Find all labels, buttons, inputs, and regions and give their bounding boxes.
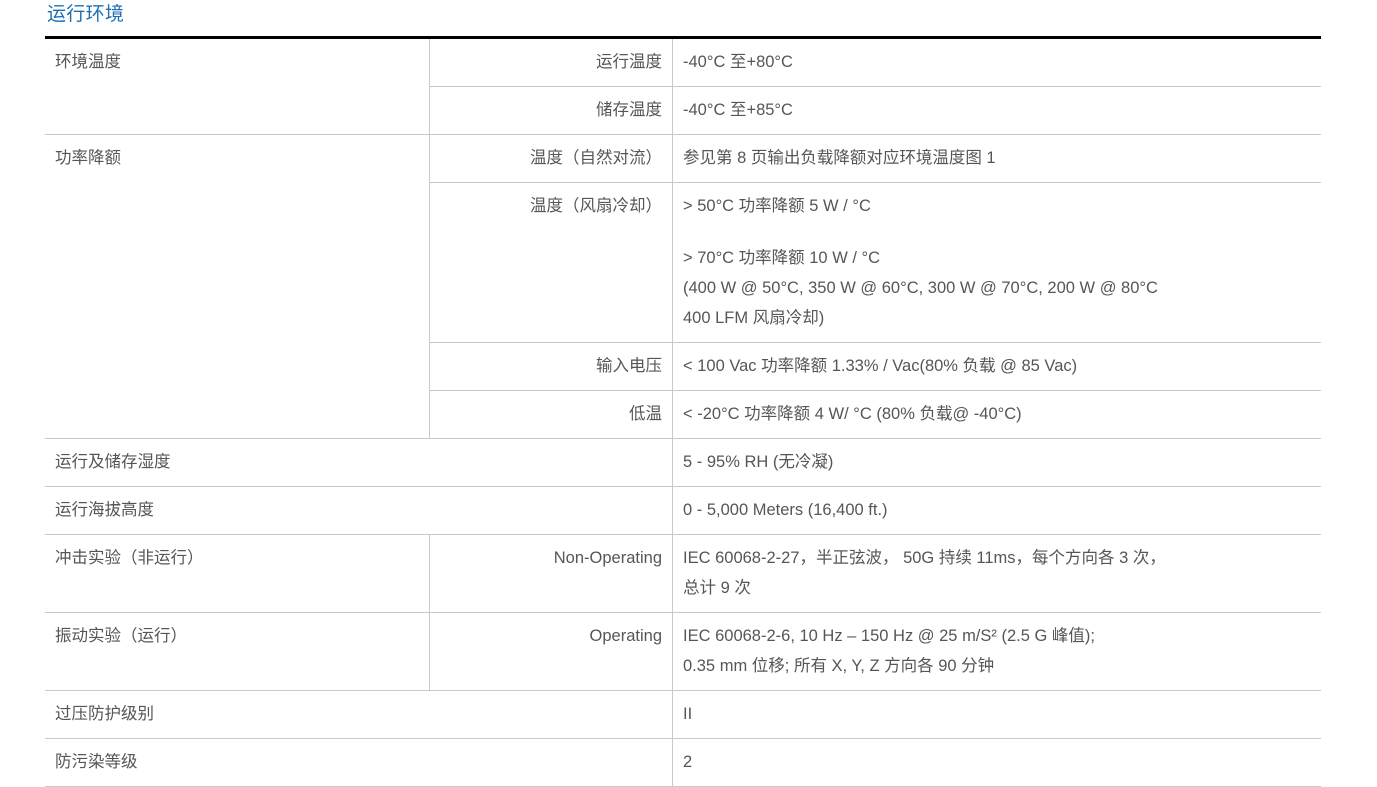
operating-environment-table: 环境温度 运行温度 -40°C 至+80°C 储存温度 -40°C 至+85°C… bbox=[45, 36, 1321, 787]
row-sublabel-storage-temperature: 储存温度 bbox=[429, 86, 673, 135]
value-line: IEC 60068-2-27，半正弦波， 50G 持续 11ms，每个方向各 3… bbox=[683, 549, 1166, 567]
row-sublabel-operating: Operating bbox=[429, 612, 673, 691]
row-category-power-derating: 功率降额 bbox=[45, 134, 430, 439]
page-title: 运行环境 bbox=[47, 4, 125, 25]
row-value-low-temperature: < -20°C 功率降额 4 W/ °C (80% 负载@ -40°C) bbox=[672, 390, 1321, 439]
row-value-operating-temperature: -40°C 至+80°C bbox=[672, 37, 1321, 87]
row-value-input-voltage: < 100 Vac 功率降额 1.33% / Vac(80% 负载 @ 85 V… bbox=[672, 342, 1321, 391]
row-value-vibration-test: IEC 60068-2-6, 10 Hz – 150 Hz @ 25 m/S² … bbox=[672, 612, 1321, 691]
row-sublabel-input-voltage: 输入电压 bbox=[429, 342, 673, 391]
value-line: 0.35 mm 位移; 所有 X, Y, Z 方向各 90 分钟 bbox=[683, 657, 995, 675]
table-row: 过压防护级别 II bbox=[45, 690, 1321, 739]
table-row: 防污染等级 2 bbox=[45, 738, 1321, 787]
table-row: 输入电压 < 100 Vac 功率降额 1.33% / Vac(80% 负载 @… bbox=[45, 342, 1321, 391]
row-category-shock-test: 冲击实验（非运行） bbox=[45, 534, 430, 613]
value-line: > 50°C 功率降额 5 W / °C bbox=[683, 197, 871, 215]
table-row: 储存温度 -40°C 至+85°C bbox=[45, 86, 1321, 135]
row-value-altitude: 0 - 5,000 Meters (16,400 ft.) bbox=[672, 486, 1321, 535]
row-value-storage-temperature: -40°C 至+85°C bbox=[672, 86, 1321, 135]
row-value-overvoltage-category: II bbox=[672, 690, 1321, 739]
table-row: 环境温度 运行温度 -40°C 至+80°C bbox=[45, 37, 1321, 135]
row-value-pollution-degree: 2 bbox=[672, 738, 1321, 787]
row-category-overvoltage-category: 过压防护级别 bbox=[45, 690, 673, 739]
row-value-humidity: 5 - 95% RH (无冷凝) bbox=[672, 438, 1321, 487]
row-sublabel-temperature-convection: 温度（自然对流） bbox=[429, 134, 673, 183]
row-category-humidity: 运行及储存湿度 bbox=[45, 438, 673, 487]
row-category-pollution-degree: 防污染等级 bbox=[45, 738, 673, 787]
table-row: 运行及储存湿度 5 - 95% RH (无冷凝) bbox=[45, 438, 1321, 487]
spec-sheet-page: 运行环境 环境温度 运行温度 -40°C 至+80°C 储存温度 -40°C 至… bbox=[45, 4, 1321, 787]
row-value-temperature-convection: 参见第 8 页输出负载降额对应环境温度图 1 bbox=[672, 134, 1321, 183]
table-row: 低温 < -20°C 功率降额 4 W/ °C (80% 负载@ -40°C) bbox=[45, 390, 1321, 439]
value-line: 总计 9 次 bbox=[683, 579, 751, 597]
row-category-ambient-temperature: 环境温度 bbox=[45, 37, 430, 135]
row-category-vibration-test: 振动实验（运行） bbox=[45, 612, 430, 691]
value-line: > 70°C 功率降额 10 W / °C bbox=[683, 249, 881, 267]
row-sublabel-operating-temperature: 运行温度 bbox=[429, 37, 673, 87]
row-value-temperature-fan-cooled: > 50°C 功率降额 5 W / °C > 70°C 功率降额 10 W / … bbox=[672, 182, 1321, 343]
table-row: 冲击实验（非运行） Non-Operating IEC 60068-2-27，半… bbox=[45, 534, 1321, 613]
row-sublabel-low-temperature: 低温 bbox=[429, 390, 673, 439]
value-line: IEC 60068-2-6, 10 Hz – 150 Hz @ 25 m/S² … bbox=[683, 627, 1095, 645]
row-sublabel-temperature-fan-cooled: 温度（风扇冷却） bbox=[429, 182, 673, 343]
table-row: 温度（风扇冷却） > 50°C 功率降额 5 W / °C > 70°C 功率降… bbox=[45, 182, 1321, 343]
value-line: (400 W @ 50°C, 350 W @ 60°C, 300 W @ 70°… bbox=[683, 279, 1158, 297]
table-row: 运行海拔高度 0 - 5,000 Meters (16,400 ft.) bbox=[45, 486, 1321, 535]
row-category-altitude: 运行海拔高度 bbox=[45, 486, 673, 535]
table-row: 功率降额 温度（自然对流） 参见第 8 页输出负载降额对应环境温度图 1 bbox=[45, 134, 1321, 439]
value-line: 400 LFM 风扇冷却) bbox=[683, 309, 825, 327]
table-row: 振动实验（运行） Operating IEC 60068-2-6, 10 Hz … bbox=[45, 612, 1321, 691]
row-sublabel-non-operating: Non-Operating bbox=[429, 534, 673, 613]
row-value-shock-test: IEC 60068-2-27，半正弦波， 50G 持续 11ms，每个方向各 3… bbox=[672, 534, 1321, 613]
